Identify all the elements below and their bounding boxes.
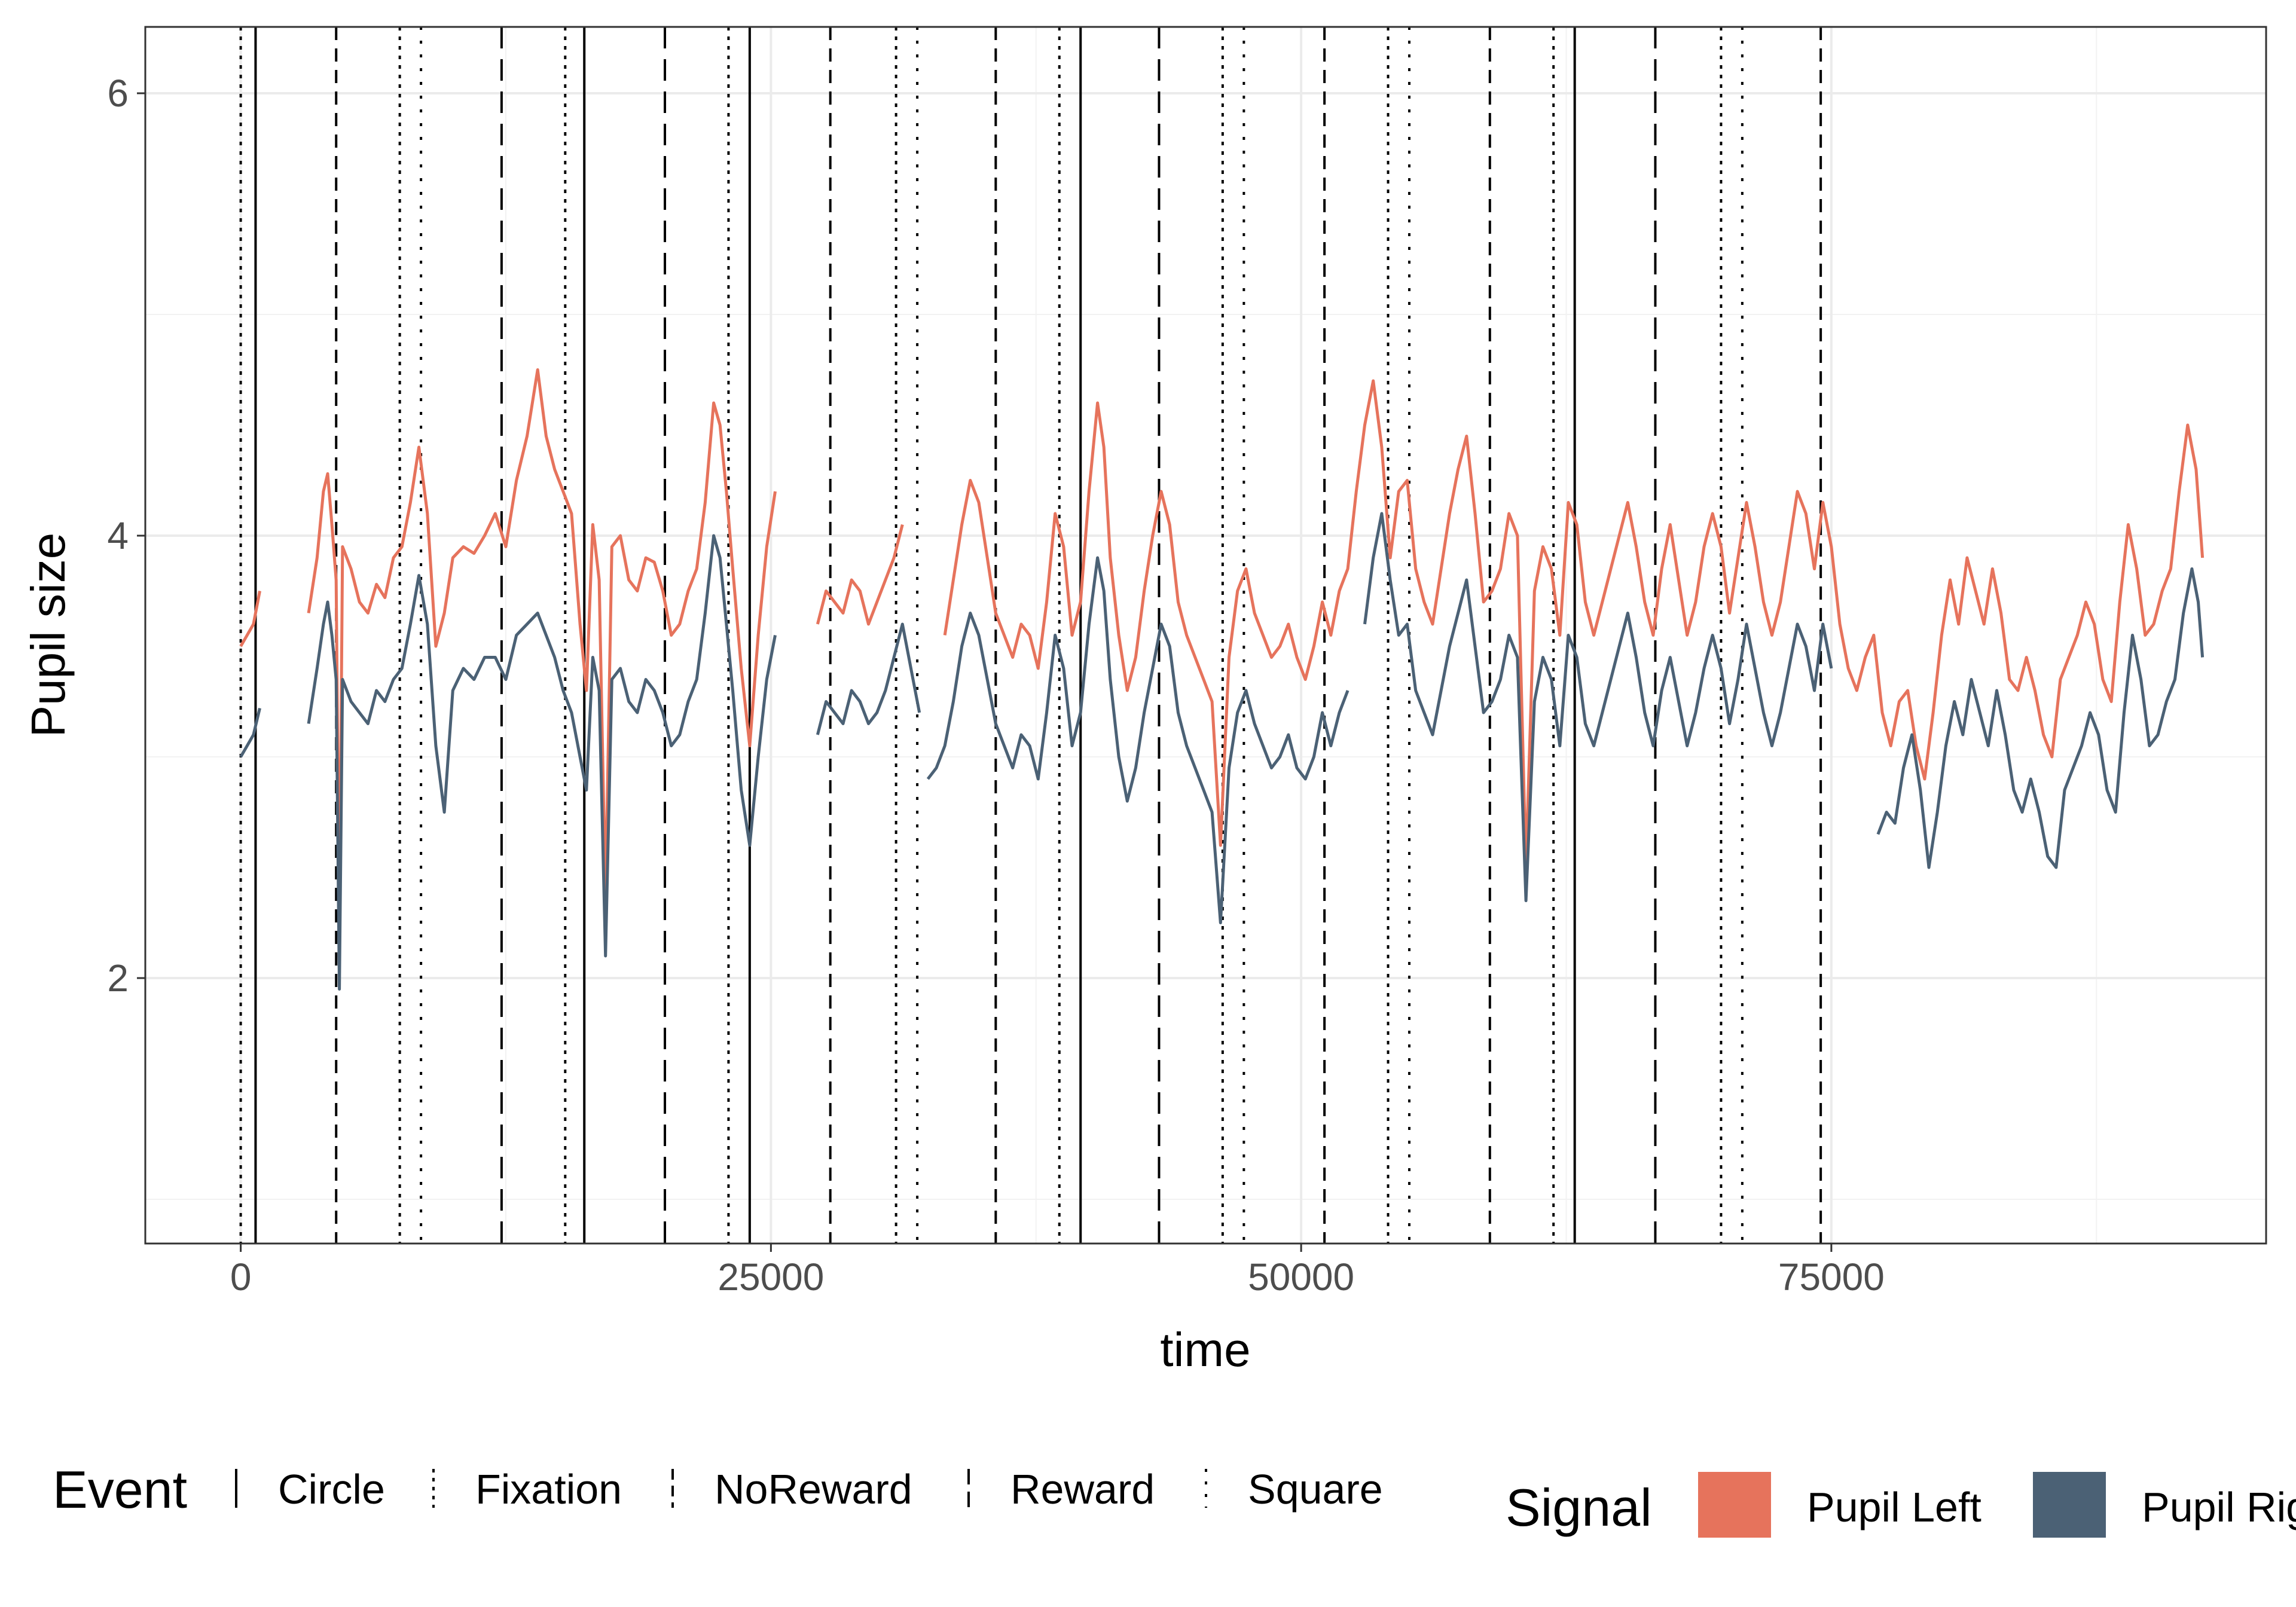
plot-panel	[145, 27, 2266, 1244]
x-axis-title: time	[1160, 1323, 1250, 1376]
axis-ticks: 0 25000 50000 75000 2 4 6	[107, 72, 1884, 1299]
series-line-pupil-left	[816, 524, 904, 626]
x-tick-label: 25000	[718, 1255, 824, 1299]
plot-border	[144, 26, 2267, 1245]
signal-legend: Signal Pupil Left Pupil Right	[1506, 1472, 2296, 1538]
series-line-pupil-right	[1363, 512, 1833, 902]
signal-legend-swatch-pupil-left	[1698, 1472, 1771, 1538]
series-line-pupil-right	[307, 534, 777, 991]
signal-legend-items: Pupil Left Pupil Right	[1698, 1472, 2296, 1538]
event-legend-label: Square	[1248, 1466, 1383, 1513]
event-legend-label: Fixation	[475, 1466, 622, 1513]
event-legend-label: Circle	[278, 1466, 385, 1513]
series-line-pupil-right	[239, 708, 261, 758]
series-line-pupil-right	[816, 622, 921, 735]
series-line-pupil-left	[943, 379, 2205, 869]
event-legend-label: Reward	[1010, 1466, 1155, 1513]
series-line-pupil-right	[1876, 567, 2205, 869]
x-tick-label: 0	[230, 1255, 252, 1299]
series-lines	[239, 368, 2205, 991]
signal-legend-title: Signal	[1506, 1478, 1652, 1537]
event-legend-label: NoReward	[715, 1466, 912, 1513]
series-line-pupil-right	[926, 556, 1349, 924]
y-tick-label: 4	[107, 514, 129, 557]
signal-legend-label: Pupil Left	[1807, 1484, 1981, 1530]
signal-legend-swatch-pupil-right	[2033, 1472, 2106, 1538]
y-tick-label: 6	[107, 72, 129, 115]
y-axis-title: Pupil size	[22, 533, 75, 737]
event-legend-items: Circle Fixation NoReward Reward Square	[235, 1466, 1383, 1513]
event-lines	[239, 27, 1822, 1244]
series-line-pupil-left	[239, 591, 261, 647]
event-legend: Event Circle Fixation NoReward Reward Square	[53, 1460, 1383, 1519]
signal-legend-label: Pupil Right	[2142, 1484, 2296, 1530]
series-line-pupil-left	[307, 368, 777, 936]
event-legend-title: Event	[53, 1460, 187, 1519]
x-tick-label: 50000	[1248, 1255, 1354, 1299]
x-tick-label: 75000	[1778, 1255, 1885, 1299]
y-tick-label: 2	[107, 957, 129, 1000]
